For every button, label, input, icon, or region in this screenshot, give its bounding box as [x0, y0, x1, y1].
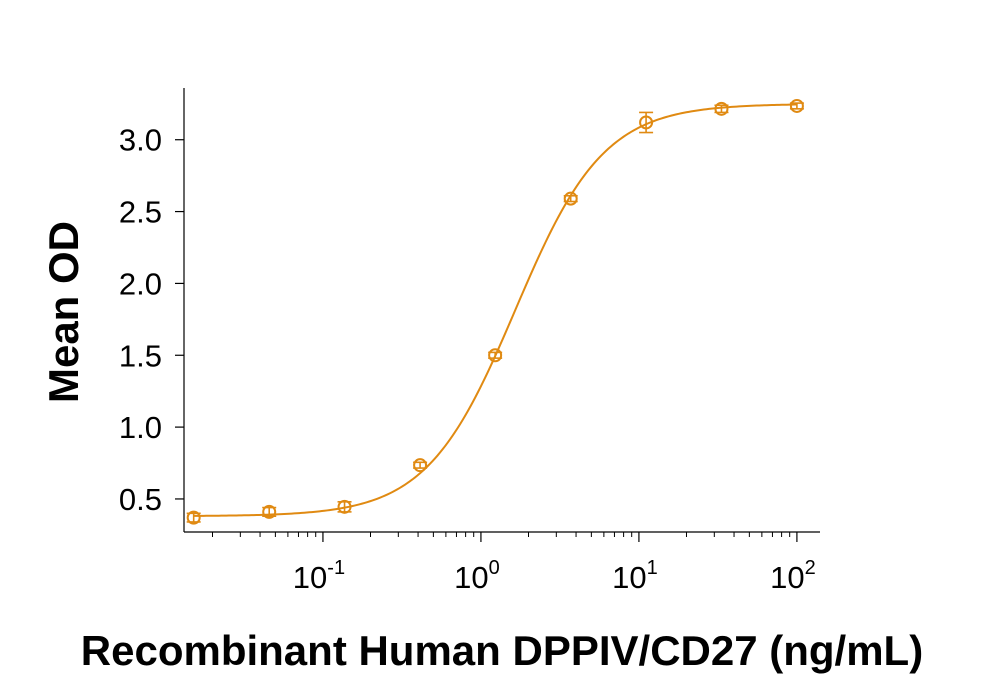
data-marker	[563, 191, 578, 206]
x-tick-base: 10	[454, 560, 488, 595]
data-point	[262, 504, 277, 519]
y-tick-label: 0.5	[119, 482, 162, 517]
data-point	[789, 98, 804, 113]
axes	[183, 88, 820, 533]
x-tick-base: 10	[770, 560, 804, 595]
x-tick-exponent: 2	[805, 557, 816, 579]
data-marker	[262, 504, 277, 519]
x-tick-exponent: -1	[327, 557, 345, 579]
fit-curve	[193, 103, 797, 517]
x-tick-base: 10	[612, 560, 646, 595]
data-marker	[714, 101, 729, 116]
x-tick-exponent: 0	[489, 557, 500, 579]
x-tick-label: 100	[454, 557, 500, 595]
x-axis-label: Recombinant Human DPPIV/CD27 (ng/mL)	[81, 627, 923, 674]
y-tick-label: 1.0	[119, 410, 162, 445]
y-tick-label: 1.5	[119, 338, 162, 373]
y-tick-label: 2.5	[119, 195, 162, 230]
data-point	[714, 101, 729, 116]
ticks: 0.51.01.52.02.53.010-1 100 101 102	[119, 123, 816, 595]
data-point	[413, 458, 428, 473]
data-point	[186, 510, 201, 525]
x-tick-label: 102	[770, 557, 816, 595]
y-axis-label: Mean OD	[40, 221, 87, 403]
data-point	[337, 499, 352, 514]
x-tick-label: 101	[612, 557, 658, 595]
data-marker	[413, 458, 428, 473]
x-tick-label: 10-1	[293, 557, 345, 595]
data-point	[563, 191, 578, 206]
fit-curve-layer	[193, 103, 797, 517]
data-marker	[186, 510, 201, 525]
data-point	[488, 348, 503, 363]
x-tick-exponent: 1	[647, 557, 658, 579]
y-tick-label: 3.0	[119, 123, 162, 158]
data-marker	[639, 115, 654, 130]
data-points-layer	[186, 98, 804, 525]
data-point	[639, 111, 654, 134]
data-marker	[488, 348, 503, 363]
data-marker	[337, 499, 352, 514]
x-tick-base: 10	[293, 560, 327, 595]
data-marker	[789, 98, 804, 113]
y-tick-label: 2.0	[119, 266, 162, 301]
